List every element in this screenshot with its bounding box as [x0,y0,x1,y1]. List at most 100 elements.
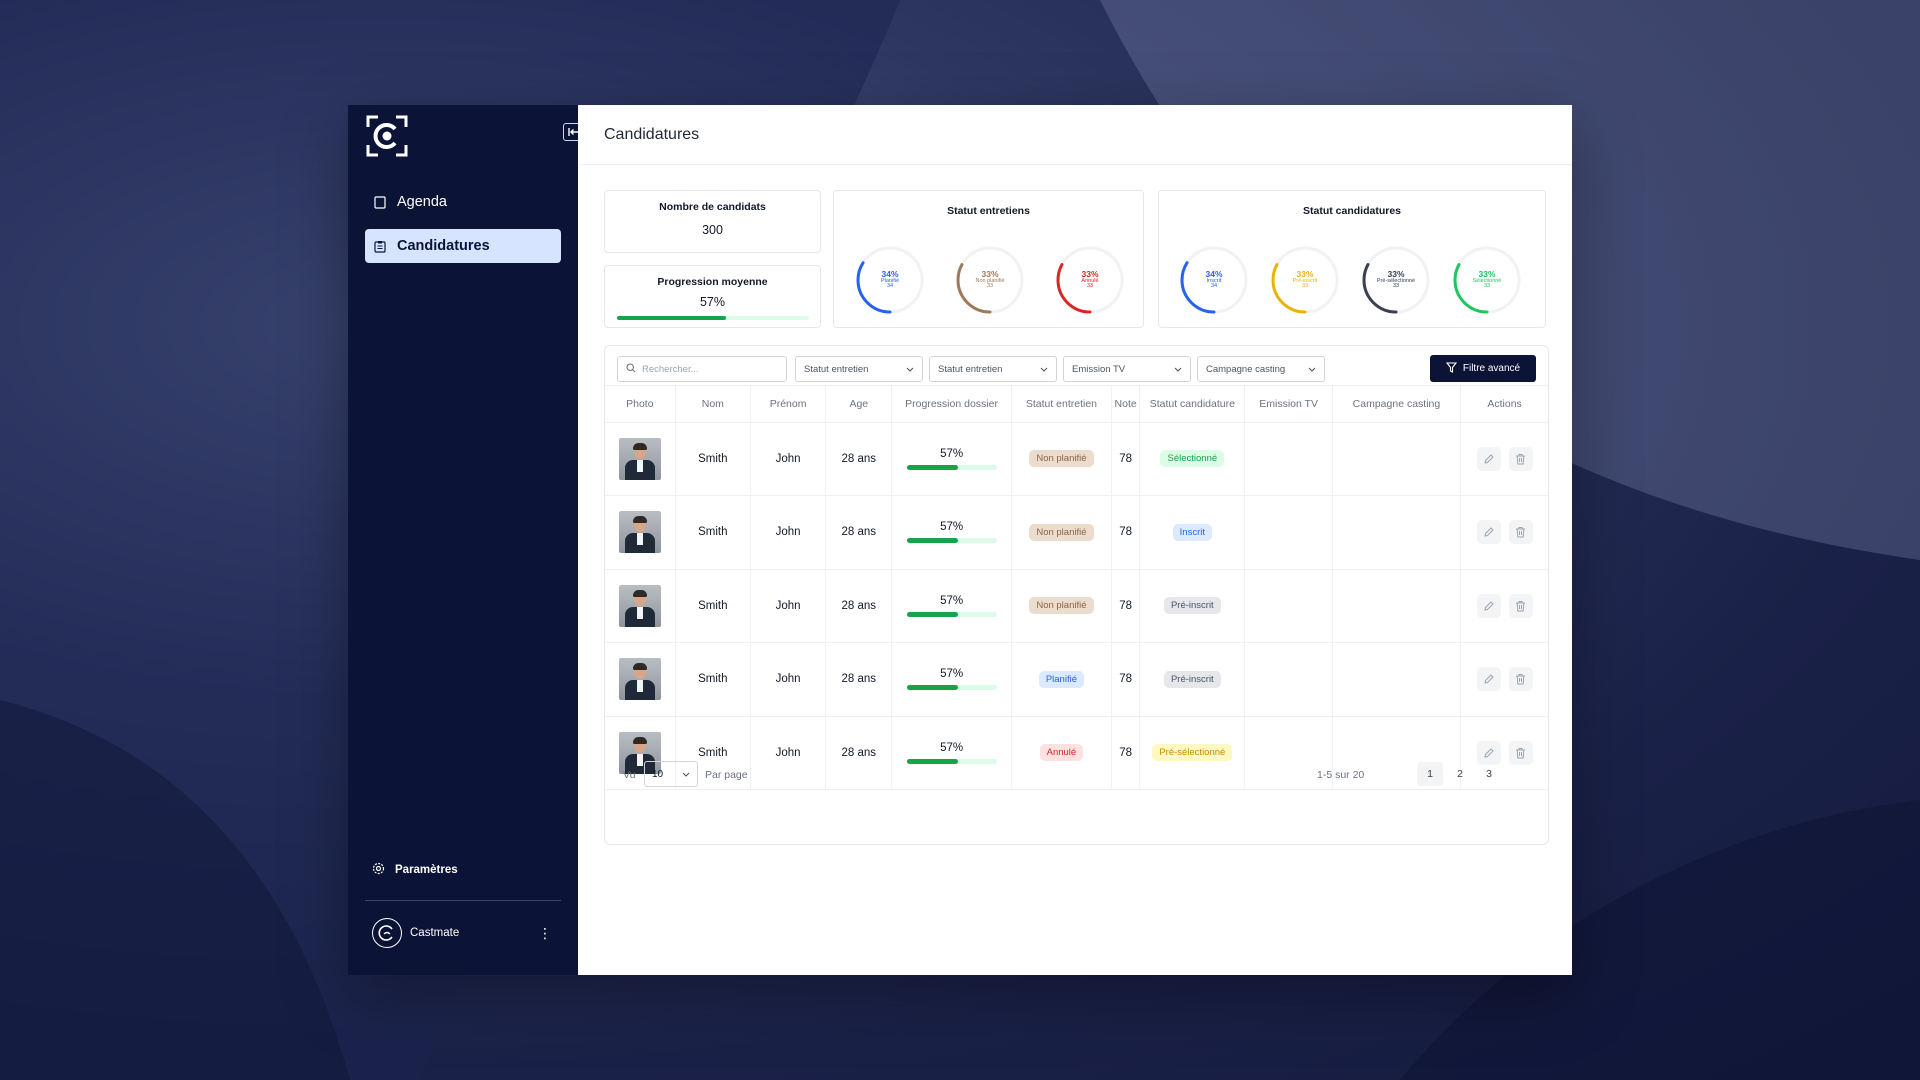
candidate-photo [618,511,661,554]
sidebar-nav: Agenda Candidatures [365,185,561,273]
progress-fill [617,316,727,320]
column-header[interactable]: Campagne casting [1332,386,1462,423]
score-cell: 78 [1111,642,1141,717]
donut-application-3: 33% Sélectionné 33 [1450,243,1524,317]
stat-title: Statut entretiens [947,205,1030,217]
page-button-1[interactable]: 1 [1417,762,1443,786]
donut-percent: 34% [881,268,899,279]
progress-fill [906,758,958,764]
application-status-cell: Sélectionné [1139,422,1246,496]
donut-label: Pré-sélectionné [1376,277,1416,284]
sidebar-item-label: Agenda [397,194,447,210]
candidate-photo [618,437,661,480]
donut-text: 34% Planifié 34 [853,243,927,317]
status-badge: Planifié [1038,670,1084,688]
column-header[interactable]: Age [825,386,893,423]
progress-fill [906,464,958,470]
column-header[interactable]: Emission TV [1244,386,1333,423]
age-cell: 28 ans [825,642,893,717]
donut-ring [1271,246,1339,314]
table-row[interactable]: Smith John 28 ans 57% Non planifié 78 Sélectio… [605,422,1548,496]
search-icon [626,362,636,376]
column-header[interactable]: Note [1111,386,1141,423]
trash-icon[interactable] [1508,593,1533,618]
column-header[interactable]: Statut entretien [1011,386,1113,423]
application-status-cell: Pré-sélectionné [1139,716,1246,790]
donut-arc [856,246,924,314]
actions-cell [1460,642,1548,717]
progress-bar [906,464,997,470]
score-cell: 78 [1111,422,1141,496]
trash-icon[interactable] [1508,446,1533,471]
column-header[interactable]: Progression dossier [891,386,1012,423]
trash-icon[interactable] [1508,740,1533,765]
advanced-filter-label: Filtre avancé [1462,363,1521,374]
status-badge: Inscrit [1172,523,1212,541]
column-header[interactable]: Photo [605,386,676,423]
filter-select-casting-campaign[interactable]: Campagne casting [1197,356,1325,382]
photo-cell [605,422,676,496]
donut-text: 33% Pré-inscrit 33 [1268,243,1342,317]
trash-icon[interactable] [1508,667,1533,692]
donut-label: Pré-inscrit [1292,277,1318,284]
sidebar: Agenda Candidatures Paramètres Castmate … [348,105,583,975]
search-input[interactable]: Rechercher... [617,356,787,382]
candidate-photo [618,731,661,774]
pagination-bar: Vu 10 Par page 1-5 sur 20 1 2 3 [605,752,1548,792]
edit-icon[interactable] [1476,520,1501,545]
edit-icon[interactable] [1476,740,1501,765]
actions-cell [1460,495,1548,570]
page-button-3[interactable]: 3 [1486,768,1492,780]
donut-percent: 33% [1296,268,1314,279]
candidates-table-card: Rechercher... Statut entretien Statut en… [604,345,1549,845]
casting-campaign-cell [1332,422,1462,496]
select-label: Emission TV [1072,363,1126,375]
page-button-2[interactable]: 2 [1457,768,1463,780]
table-row[interactable]: Smith John 28 ans 57% Non planifié 78 Inscrit [605,495,1548,570]
casting-campaign-cell [1332,569,1462,643]
column-header[interactable]: Prénom [750,386,827,423]
progress-cell: 57% [891,495,1012,570]
chevron-down-icon [906,364,914,375]
filter-select-tv-show[interactable]: Emission TV [1063,356,1191,382]
interview-status-cell: Annulé [1011,716,1113,790]
column-header[interactable]: Statut candidature [1139,386,1246,423]
tv-show-cell [1244,642,1333,717]
advanced-filter-button[interactable]: Filtre avancé [1430,355,1536,382]
donut-text: 34% Inscrit 34 [1177,243,1251,317]
edit-icon[interactable] [1476,593,1501,618]
photo-cell [605,716,676,790]
more-options-icon[interactable]: ⋮ [538,924,552,941]
donut-count: 33 [1086,283,1094,290]
table-row[interactable]: Smith John 28 ans 57% Planifié 78 Pré-inscrit [605,642,1548,717]
edit-icon[interactable] [1476,446,1501,471]
column-header[interactable]: Actions [1460,386,1548,423]
photo-shape [632,663,647,671]
sidebar-item-agenda[interactable]: Agenda [365,185,561,219]
sidebar-divider [365,900,561,901]
pagination-range: 1-5 sur 20 [1317,769,1365,781]
progress-bar [906,538,997,544]
per-page-value: 10 [652,768,664,780]
filter-select-interview-status[interactable]: Statut entretien [795,356,923,382]
donut-count: 33 [1392,283,1400,290]
per-page-select[interactable]: 10 [644,761,698,787]
castmate-logo [366,115,408,157]
filter-select-interview-status-2[interactable]: Statut entretien [929,356,1057,382]
chevron-down-icon [1174,364,1182,375]
settings-link[interactable]: Paramètres [372,862,458,878]
progress-bar [906,611,997,617]
table-row[interactable]: Smith John 28 ans 57% Non planifié 78 Pré-insc… [605,569,1548,643]
trash-icon[interactable] [1508,520,1533,545]
casting-campaign-cell [1332,642,1462,717]
chevron-down-icon [1040,364,1048,375]
table-body: Smith John 28 ans 57% Non planifié 78 Sélectio… [605,422,1548,790]
edit-icon[interactable] [1476,667,1501,692]
table-row[interactable]: Smith John 28 ans 57% Annulé 78 Pré-sélectionn… [605,716,1548,790]
interview-status-cell: Non planifié [1011,495,1113,570]
age-cell: 28 ans [825,716,893,790]
column-header[interactable]: Nom [675,386,751,423]
table-toolbar: Rechercher... Statut entretien Statut en… [605,346,1548,386]
sidebar-item-candidatures[interactable]: Candidatures [365,229,561,263]
user-profile[interactable]: Castmate ⋮ [372,916,552,950]
